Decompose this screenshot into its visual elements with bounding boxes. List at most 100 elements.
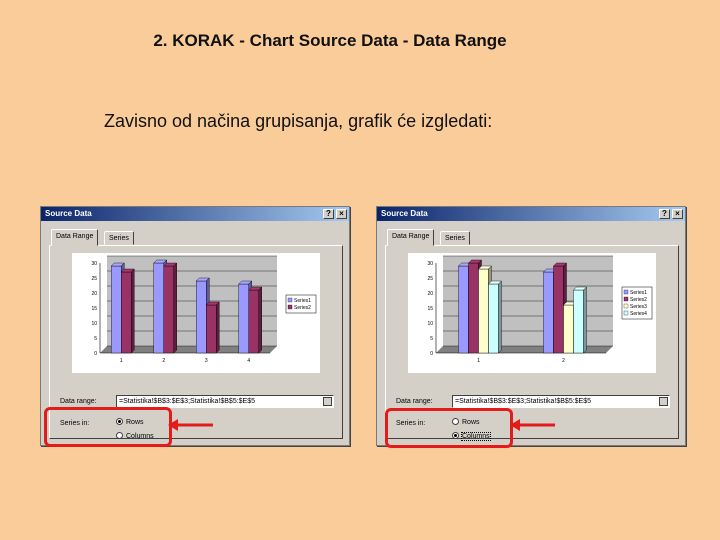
- radio-columns[interactable]: Columns: [452, 432, 491, 441]
- y-tick-label: 0: [94, 351, 97, 357]
- bar-side: [258, 286, 262, 354]
- bar: [196, 280, 207, 354]
- help-button[interactable]: ?: [323, 209, 334, 219]
- y-tick-label: 5: [94, 336, 97, 342]
- series-in-label: Series in:: [60, 420, 90, 427]
- legend-swatch: [623, 303, 629, 309]
- collapse-dialog-button[interactable]: [323, 397, 332, 406]
- x-tick-label: 1: [120, 358, 123, 364]
- y-tick-label: 30: [427, 261, 433, 267]
- bar: [468, 262, 479, 354]
- chart-floor: [100, 346, 277, 353]
- legend-label: Series1: [294, 298, 311, 304]
- dialog-title: Source Data: [381, 209, 428, 218]
- bar-side: [131, 268, 135, 354]
- tab-panel: 0 5 10 15 20 25 30 1 2 3 4 Series1 Series2 Data rang…: [49, 245, 343, 441]
- legend-label: Series1: [630, 290, 647, 296]
- series-in-label: Series in:: [396, 420, 426, 427]
- legend-swatch: [287, 304, 293, 310]
- tab-series[interactable]: Series: [104, 231, 134, 245]
- tab-data-range[interactable]: Data Range: [51, 229, 99, 246]
- chart-svg: 0 5 10 15 20 25 30 1 2 Series1Series2Series3Serie…: [427, 255, 653, 364]
- slide-title: 2. KORAK - Chart Source Data - Data Rang…: [153, 31, 507, 50]
- help-button[interactable]: ?: [659, 209, 670, 219]
- radio-rows-label: Rows: [126, 419, 144, 426]
- y-tick-label: 0: [430, 351, 433, 357]
- radio-rows-button[interactable]: [116, 418, 123, 425]
- x-tick-label: 2: [562, 358, 565, 364]
- bar-side: [583, 286, 587, 354]
- bar: [458, 265, 469, 354]
- bar: [543, 271, 554, 354]
- highlight-box-series-in: [44, 407, 172, 447]
- bar: [163, 265, 174, 354]
- y-tick-label: 15: [91, 306, 97, 312]
- y-tick-label: 10: [91, 321, 97, 327]
- bar: [238, 283, 249, 354]
- y-tick-label: 25: [427, 276, 433, 282]
- dialog-titlebar[interactable]: Source Data ? ×: [377, 207, 685, 221]
- bar: [488, 283, 499, 354]
- bar: [121, 271, 132, 354]
- bar: [553, 265, 564, 354]
- x-tick-label: 2: [162, 358, 165, 364]
- bar-side: [173, 262, 177, 354]
- chart-preview: 0 5 10 15 20 25 30 1 2 Series1 Series2 Series3 Serie…: [408, 253, 656, 373]
- radio-rows[interactable]: Rows: [116, 418, 144, 427]
- bar-side: [216, 301, 220, 354]
- highlight-box-series-in: [385, 408, 513, 448]
- data-range-input[interactable]: =Statistika!$B$3:$E$3;Statistika!$B$5:$E…: [116, 395, 334, 408]
- tab-data-range[interactable]: Data Range: [387, 229, 435, 246]
- radio-columns-label: Columns: [461, 432, 491, 441]
- collapse-dialog-button[interactable]: [659, 397, 668, 406]
- bar: [573, 289, 584, 354]
- legend-swatch: [287, 297, 293, 303]
- radio-rows[interactable]: Rows: [452, 418, 480, 427]
- tab-series[interactable]: Series: [440, 231, 470, 245]
- radio-rows-button[interactable]: [452, 418, 459, 425]
- legend-box: [285, 294, 317, 314]
- bar: [111, 265, 122, 354]
- bar: [206, 304, 217, 354]
- slide-subtitle: Zavisno od načina grupisanja, grafik će …: [104, 111, 493, 131]
- bar: [478, 268, 489, 354]
- y-tick-label: 15: [427, 306, 433, 312]
- bar-side: [498, 280, 502, 354]
- radio-rows-label: Rows: [462, 419, 480, 426]
- data-range-value: =Statistika!$B$3:$E$3;Statistika!$B$5:$E…: [455, 398, 592, 405]
- data-range-label: Data range:: [396, 398, 433, 405]
- legend-swatch: [623, 289, 629, 295]
- y-tick-label: 20: [427, 291, 433, 297]
- dialog-title: Source Data: [45, 209, 92, 218]
- dialog-titlebar[interactable]: Source Data ? ×: [41, 207, 349, 221]
- close-button[interactable]: ×: [672, 209, 683, 219]
- data-range-input[interactable]: =Statistika!$B$3:$E$3;Statistika!$B$5:$E…: [452, 395, 670, 408]
- legend-label: Series2: [294, 305, 311, 311]
- x-tick-label: 1: [477, 358, 480, 364]
- y-tick-label: 25: [91, 276, 97, 282]
- red-arrow-icon: [510, 419, 555, 431]
- y-tick-label: 10: [427, 321, 433, 327]
- source-data-dialog-rows: Source Data ? × Data Range Series 0 5 10 15…: [40, 206, 350, 446]
- radio-columns-button[interactable]: [116, 432, 123, 439]
- legend-swatch: [623, 310, 629, 316]
- legend-label: Series4: [630, 311, 647, 317]
- bar: [563, 304, 574, 354]
- x-tick-label: 3: [205, 358, 208, 364]
- data-range-label: Data range:: [60, 398, 97, 405]
- bar: [248, 289, 259, 354]
- radio-columns-label: Columns: [126, 433, 154, 440]
- y-tick-label: 20: [91, 291, 97, 297]
- legend-swatch: [623, 296, 629, 302]
- legend-label: Series3: [630, 304, 647, 310]
- bar: [153, 262, 164, 354]
- y-tick-label: 30: [91, 261, 97, 267]
- red-arrow-icon: [168, 419, 213, 431]
- close-button[interactable]: ×: [336, 209, 347, 219]
- tab-panel: 0 5 10 15 20 25 30 1 2 Series1 Series2 Series3 Serie…: [385, 245, 679, 441]
- radio-columns[interactable]: Columns: [116, 432, 154, 441]
- source-data-dialog-columns: Source Data ? × Data Range Series 0 5 10 15…: [376, 206, 686, 446]
- y-tick-label: 5: [430, 336, 433, 342]
- radio-columns-button[interactable]: [452, 432, 459, 439]
